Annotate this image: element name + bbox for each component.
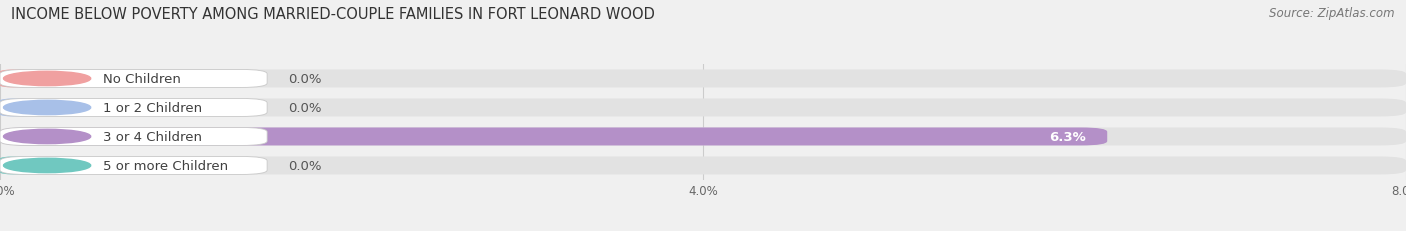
Text: 0.0%: 0.0% bbox=[288, 159, 322, 172]
Text: 3 or 4 Children: 3 or 4 Children bbox=[103, 130, 202, 143]
FancyBboxPatch shape bbox=[0, 70, 1406, 88]
Text: 6.3%: 6.3% bbox=[1049, 130, 1087, 143]
FancyBboxPatch shape bbox=[0, 70, 31, 88]
Circle shape bbox=[4, 72, 91, 86]
Text: INCOME BELOW POVERTY AMONG MARRIED-COUPLE FAMILIES IN FORT LEONARD WOOD: INCOME BELOW POVERTY AMONG MARRIED-COUPL… bbox=[11, 7, 655, 22]
FancyBboxPatch shape bbox=[0, 157, 31, 175]
Text: No Children: No Children bbox=[103, 73, 181, 86]
FancyBboxPatch shape bbox=[0, 99, 267, 117]
FancyBboxPatch shape bbox=[0, 157, 1406, 175]
FancyBboxPatch shape bbox=[0, 128, 267, 146]
Text: 0.0%: 0.0% bbox=[288, 73, 322, 86]
Text: 5 or more Children: 5 or more Children bbox=[103, 159, 228, 172]
Circle shape bbox=[4, 130, 91, 144]
Text: Source: ZipAtlas.com: Source: ZipAtlas.com bbox=[1270, 7, 1395, 20]
FancyBboxPatch shape bbox=[0, 157, 267, 175]
FancyBboxPatch shape bbox=[0, 99, 1406, 117]
Text: 0.0%: 0.0% bbox=[288, 101, 322, 115]
Circle shape bbox=[4, 159, 91, 173]
Circle shape bbox=[4, 101, 91, 115]
FancyBboxPatch shape bbox=[0, 99, 31, 117]
FancyBboxPatch shape bbox=[0, 128, 1406, 146]
FancyBboxPatch shape bbox=[0, 128, 1108, 146]
FancyBboxPatch shape bbox=[0, 70, 267, 88]
Text: 1 or 2 Children: 1 or 2 Children bbox=[103, 101, 202, 115]
